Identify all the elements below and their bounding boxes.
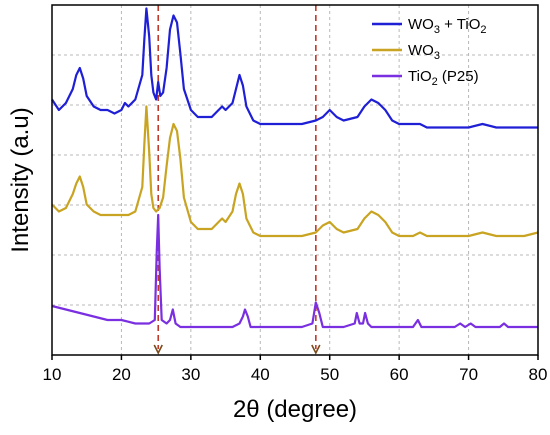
series-line: [51, 105, 539, 238]
x-tick-label: 80: [529, 365, 548, 384]
legend-label: WO3: [408, 42, 440, 62]
reference-arrow: [311, 344, 321, 355]
legend-label: TiO2 (P25): [408, 68, 479, 88]
reference-lines: [153, 5, 321, 355]
legend-label: WO3 + TiO2: [408, 16, 487, 36]
x-tick-label: 20: [112, 365, 131, 384]
series-line: [51, 7, 538, 129]
x-tick-label: 30: [181, 365, 200, 384]
x-tick-label: 60: [390, 365, 409, 384]
x-tick-label: 40: [251, 365, 270, 384]
series-line: [51, 213, 538, 329]
x-tick-label: 50: [320, 365, 339, 384]
x-axis-ticks: 10 20 30 40 50 60 70 80: [43, 355, 548, 384]
y-axis-label: Intensity (a.u): [7, 107, 34, 252]
series-lines: [51, 7, 539, 329]
legend: WO3 + TiO2 WO3 TiO2 (P25): [372, 16, 487, 88]
grid: [52, 5, 538, 355]
plot-frame: [51, 4, 539, 356]
reference-arrow: [153, 344, 163, 355]
plot-area: [52, 5, 538, 355]
x-tick-label: 70: [459, 365, 478, 384]
x-axis-label: 2θ (degree): [233, 396, 357, 423]
x-tick-label: 10: [43, 365, 62, 384]
